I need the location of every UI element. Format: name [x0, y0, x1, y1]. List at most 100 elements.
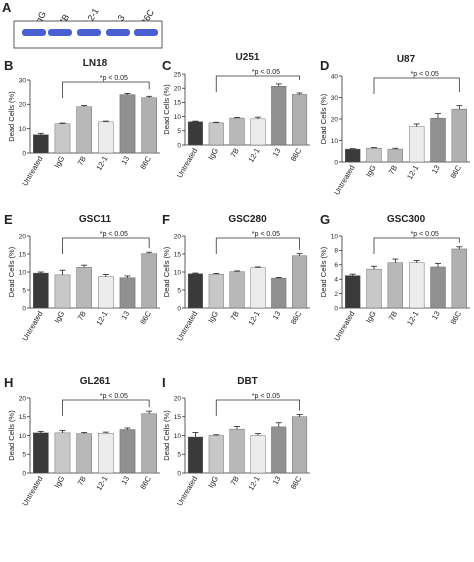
y-axis-label: Dead Cells (%)	[162, 246, 171, 297]
bar	[271, 277, 287, 309]
y-tick-label: 10	[174, 114, 182, 121]
chart-title: LN18	[83, 58, 108, 69]
bar	[54, 274, 71, 309]
y-tick-label: 40	[331, 73, 339, 80]
y-tick-label: 6	[334, 262, 338, 269]
y-tick-label: 5	[177, 452, 181, 459]
significance-label: *p < 0.05	[252, 231, 280, 238]
panel-label: C	[162, 58, 172, 73]
x-tick-label: 13	[271, 147, 283, 159]
blot-panel-label: A	[2, 0, 12, 15]
y-tick-label: 10	[331, 138, 339, 145]
y-tick-label: 4	[334, 277, 338, 284]
significance-bracket	[62, 237, 150, 254]
y-tick-label: 10	[331, 233, 339, 240]
x-tick-label: 12-1	[246, 147, 261, 165]
significance-label: *p < 0.05	[411, 231, 439, 238]
bar	[76, 267, 92, 309]
bar	[119, 94, 136, 154]
y-tick-label: 2	[334, 291, 338, 298]
significance-bracket	[215, 237, 300, 254]
bar	[119, 277, 136, 309]
x-tick-label: 13	[430, 164, 442, 176]
y-tick-label: 5	[177, 287, 181, 294]
y-tick-label: 30	[19, 77, 27, 84]
x-tick-label: 13	[119, 475, 131, 487]
y-tick-label: 10	[19, 126, 27, 133]
bar	[33, 432, 49, 474]
y-tick-label: 15	[19, 414, 27, 421]
significance-label: *p < 0.05	[252, 69, 280, 76]
bar	[187, 121, 203, 146]
bar	[250, 435, 266, 474]
x-tick-label: 86C	[289, 146, 304, 163]
bar	[292, 94, 308, 146]
panel-label: I	[162, 375, 166, 390]
x-tick-label: 13	[271, 310, 283, 322]
x-tick-label: IgG	[52, 154, 66, 169]
x-tick-label: 7B	[76, 475, 88, 487]
y-tick-label: 0	[22, 150, 26, 157]
chart-panel-dbt: I DBT 0 5 10 15 20 Dead Cells (%) Untreated IgG 7B…	[162, 375, 310, 508]
x-tick-label: 7B	[228, 310, 240, 322]
y-tick-label: 10	[19, 433, 27, 440]
y-tick-label: 0	[177, 470, 181, 477]
y-tick-label: 5	[22, 287, 26, 294]
y-tick-label: 20	[331, 116, 339, 123]
y-axis-label: Dead Cells (%)	[162, 84, 171, 135]
panel-label: B	[4, 58, 13, 73]
y-axis-label: Dead Cells (%)	[7, 246, 16, 297]
bar	[430, 266, 446, 309]
bar	[409, 262, 425, 309]
x-tick-label: Untreated	[332, 164, 356, 197]
x-tick-label: 86C	[289, 309, 304, 326]
significance-label: *p < 0.05	[252, 393, 280, 400]
blot-bands	[22, 29, 158, 36]
blot-band	[134, 29, 158, 36]
x-tick-label: 7B	[387, 310, 399, 322]
chart-title: GSC280	[228, 214, 267, 225]
chart-title: GSC11	[79, 214, 112, 225]
y-tick-label: 20	[174, 86, 182, 93]
y-tick-label: 10	[174, 269, 182, 276]
y-axis-label: Dead Cells (%)	[162, 410, 171, 461]
bar	[250, 267, 266, 309]
x-tick-label: 86C	[138, 474, 153, 491]
x-tick-label: IgG	[206, 146, 220, 161]
chart-title: U87	[397, 54, 416, 65]
x-tick-label: 13	[119, 310, 131, 322]
y-tick-label: 8	[334, 248, 338, 255]
y-tick-label: 0	[177, 142, 181, 149]
x-tick-label: 7B	[228, 475, 240, 487]
panel-label: G	[320, 212, 330, 227]
bar	[366, 268, 382, 309]
x-tick-label: IgG	[52, 309, 66, 324]
x-tick-label: 86C	[448, 163, 463, 180]
bar	[208, 273, 224, 309]
significance-label: *p < 0.05	[100, 75, 128, 82]
y-axis-label: Dead Cells (%)	[319, 93, 328, 144]
bar	[76, 433, 92, 474]
chart-title: GL261	[80, 376, 111, 387]
x-tick-label: 12-1	[94, 475, 109, 493]
y-tick-label: 15	[19, 251, 27, 258]
bar	[187, 436, 203, 474]
bar	[33, 272, 49, 309]
y-tick-label: 20	[19, 395, 27, 402]
y-tick-label: 25	[174, 71, 182, 78]
bar	[98, 433, 114, 474]
bar	[366, 148, 382, 163]
x-tick-label: 12-1	[246, 310, 261, 328]
bar	[54, 432, 71, 474]
bar	[229, 271, 245, 309]
y-tick-label: 0	[334, 159, 338, 166]
y-tick-label: 20	[19, 102, 27, 109]
x-tick-label: 86C	[289, 474, 304, 491]
blot-band	[106, 29, 130, 36]
x-tick-label: 86C	[138, 154, 153, 171]
y-tick-label: 15	[174, 414, 182, 421]
